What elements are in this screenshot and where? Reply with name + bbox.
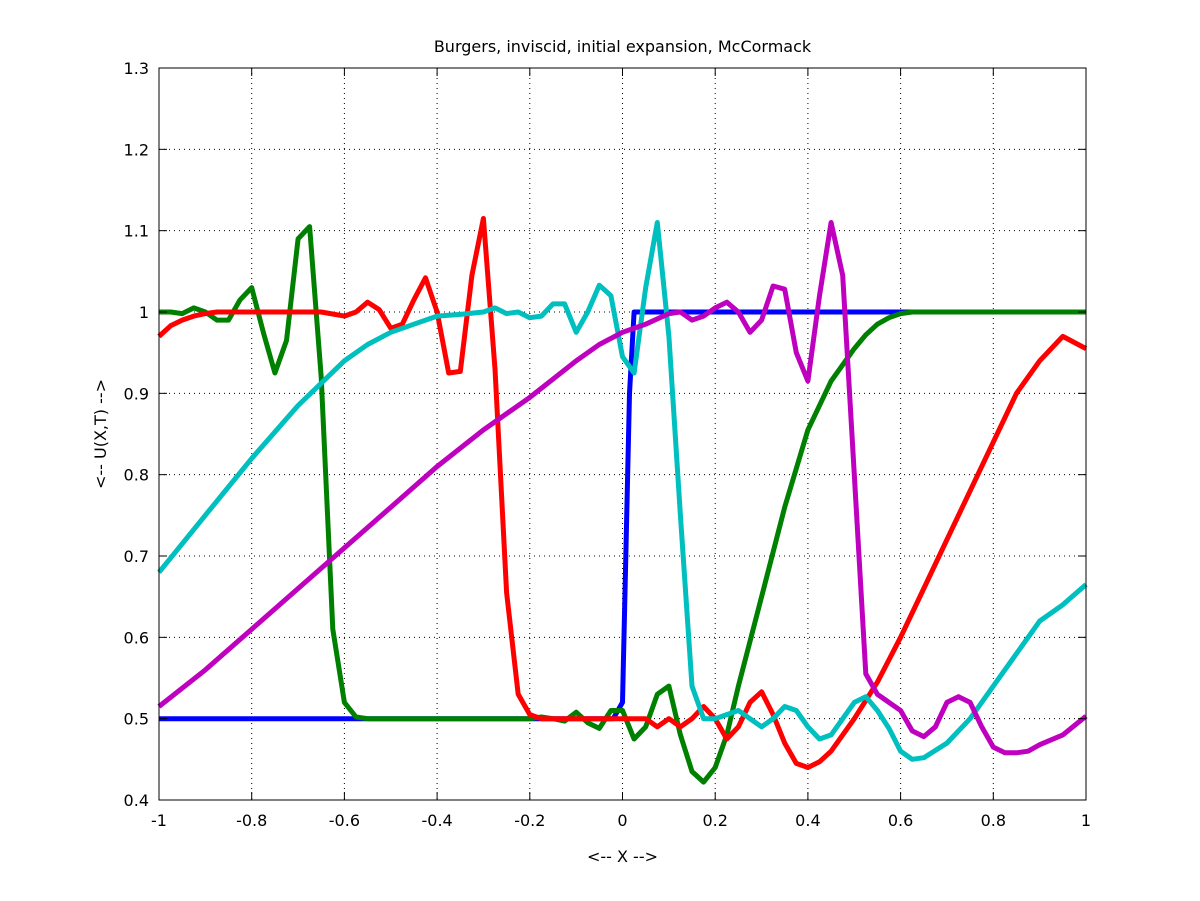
x-axis-label: <-- X -->	[587, 847, 658, 866]
x-tick-label: -1	[151, 811, 167, 830]
ticks	[158, 67, 1087, 801]
y-tick-label: 1.3	[124, 59, 149, 78]
x-tick-label: 0.4	[795, 811, 820, 830]
y-tick-label: 0.7	[124, 547, 149, 566]
x-tick-label: 1	[1081, 811, 1091, 830]
x-tick-label: -0.8	[236, 811, 267, 830]
y-tick-label: 0.5	[124, 710, 149, 729]
x-tick-label: -0.2	[514, 811, 545, 830]
y-tick-labels: 0.4 0.5 0.6 0.7 0.8 0.9 1 1.1 1.2 1.3	[124, 59, 149, 810]
y-tick-label: 0.6	[124, 628, 149, 647]
x-tick-label: -0.6	[329, 811, 360, 830]
series-line-3	[157, 216, 1088, 770]
x-tick-label: 0.8	[981, 811, 1006, 830]
chart-title: Burgers, inviscid, initial expansion, Mc…	[434, 37, 812, 56]
x-tick-label: -0.4	[421, 811, 452, 830]
y-tick-label: 0.8	[124, 466, 149, 485]
plot-lines	[157, 216, 1088, 785]
y-tick-label: 0.9	[124, 384, 149, 403]
x-tick-label: 0	[617, 811, 627, 830]
x-tick-label: 0.6	[888, 811, 913, 830]
x-tick-label: 0.2	[702, 811, 727, 830]
series-line-5	[157, 220, 1088, 756]
y-axis-label: <-- U(X,T) -->	[91, 379, 110, 489]
y-tick-label: 0.4	[124, 791, 149, 810]
y-tick-label: 1	[139, 303, 149, 322]
series-line-4	[157, 220, 1088, 762]
x-tick-labels: -1 -0.8 -0.6 -0.4 -0.2 0 0.2 0.4 0.6 0.8 1	[151, 811, 1091, 830]
y-tick-label: 1.1	[124, 222, 149, 241]
y-tick-label: 1.2	[124, 140, 149, 159]
series-line-2	[159, 224, 1086, 785]
